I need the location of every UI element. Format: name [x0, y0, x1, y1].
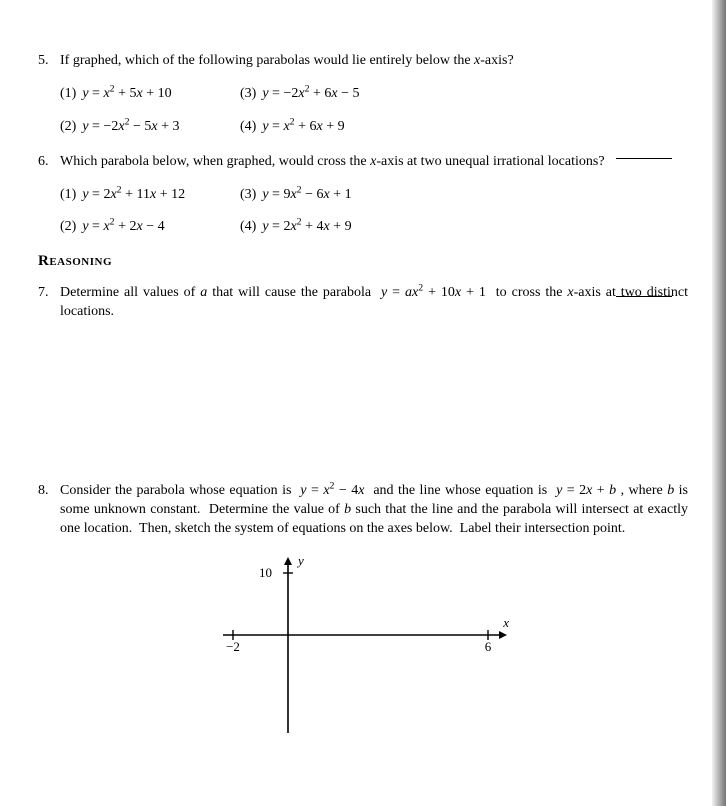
section-heading-reasoning: Reasoning: [38, 253, 688, 270]
q5-prompt-pre: If graphed, which of the following parab…: [60, 53, 474, 68]
q6-choice-1: (1) y = 2x2 + 11x + 12: [60, 186, 240, 205]
svg-text:6: 6: [485, 639, 492, 654]
question-6: 6. Which parabola below, when graphed, w…: [38, 153, 688, 238]
q6-choice4-label: (4): [240, 218, 256, 237]
q5-choice-3: (3) y = −2x2 + 6x − 5: [240, 85, 420, 104]
q5-choices: (1) y = x2 + 5x + 10 (3) y = −2x2 + 6x −…: [60, 85, 688, 137]
q6-choice-4: (4) y = 2x2 + 4x + 9: [240, 218, 420, 237]
q6-prompt: Which parabola below, when graphed, woul…: [60, 153, 688, 172]
q6-choice-2: (2) y = x2 + 2x − 4: [60, 218, 240, 237]
q6-choice1-expr: y = 2x2 + 11x + 12: [82, 186, 185, 205]
q5-choice2-expr: y = −2x2 − 5x + 3: [82, 118, 179, 137]
q7-text: Determine all values of a that will caus…: [60, 284, 688, 322]
q5-answer-blank[interactable]: [616, 158, 672, 159]
page-shadow: [712, 0, 726, 806]
q5-choice4-expr: y = x2 + 6x + 9: [262, 118, 344, 137]
q5-choice4-label: (4): [240, 118, 256, 137]
q6-choice3-expr: y = 9x2 − 6x + 1: [262, 186, 351, 205]
q6-choice3-label: (3): [240, 186, 256, 205]
q6-choice-3: (3) y = 9x2 − 6x + 1: [240, 186, 420, 205]
q6-answer-blank[interactable]: [616, 296, 672, 297]
worksheet-page: 5. If graphed, which of the following pa…: [0, 0, 726, 806]
q5-choice-4: (4) y = x2 + 6x + 9: [240, 118, 420, 137]
q5-number: 5.: [38, 52, 60, 71]
q6-prompt-pre: Which parabola below, when graphed, woul…: [60, 154, 370, 169]
q5-choice-2: (2) y = −2x2 − 5x + 3: [60, 118, 240, 137]
q6-number: 6.: [38, 153, 60, 172]
q8-text: Consider the parabola whose equation is …: [60, 482, 688, 539]
q5-choice-1: (1) y = x2 + 5x + 10: [60, 85, 240, 104]
q5-choice1-label: (1): [60, 85, 76, 104]
q6-choice2-label: (2): [60, 218, 76, 237]
q6-choice4-expr: y = 2x2 + 4x + 9: [262, 218, 351, 237]
q6-choice1-label: (1): [60, 186, 76, 205]
question-5: 5. If graphed, which of the following pa…: [38, 52, 688, 137]
q5-choice3-expr: y = −2x2 + 6x − 5: [262, 85, 359, 104]
q5-choice3-label: (3): [240, 85, 256, 104]
question-8: 8. Consider the parabola whose equation …: [38, 482, 688, 539]
q5-prompt: If graphed, which of the following parab…: [60, 52, 688, 71]
q6-prompt-post: -axis at two unequal irrational location…: [376, 154, 604, 169]
q6-choices: (1) y = 2x2 + 11x + 12 (3) y = 9x2 − 6x …: [60, 186, 688, 238]
svg-text:y: y: [296, 555, 304, 568]
svg-text:10: 10: [259, 565, 272, 580]
axes-svg: 10 y x −2 6: [213, 555, 513, 735]
q5-choice2-label: (2): [60, 118, 76, 137]
coordinate-axes: 10 y x −2 6: [38, 555, 688, 735]
q8-number: 8.: [38, 482, 60, 501]
question-7: 7. Determine all values of a that will c…: [38, 284, 688, 322]
q6-choice2-expr: y = x2 + 2x − 4: [82, 218, 164, 237]
q7-number: 7.: [38, 284, 60, 303]
svg-text:−2: −2: [226, 639, 240, 654]
svg-text:x: x: [502, 615, 509, 630]
q5-prompt-post: -axis?: [480, 53, 513, 68]
q5-choice1-expr: y = x2 + 5x + 10: [82, 85, 171, 104]
